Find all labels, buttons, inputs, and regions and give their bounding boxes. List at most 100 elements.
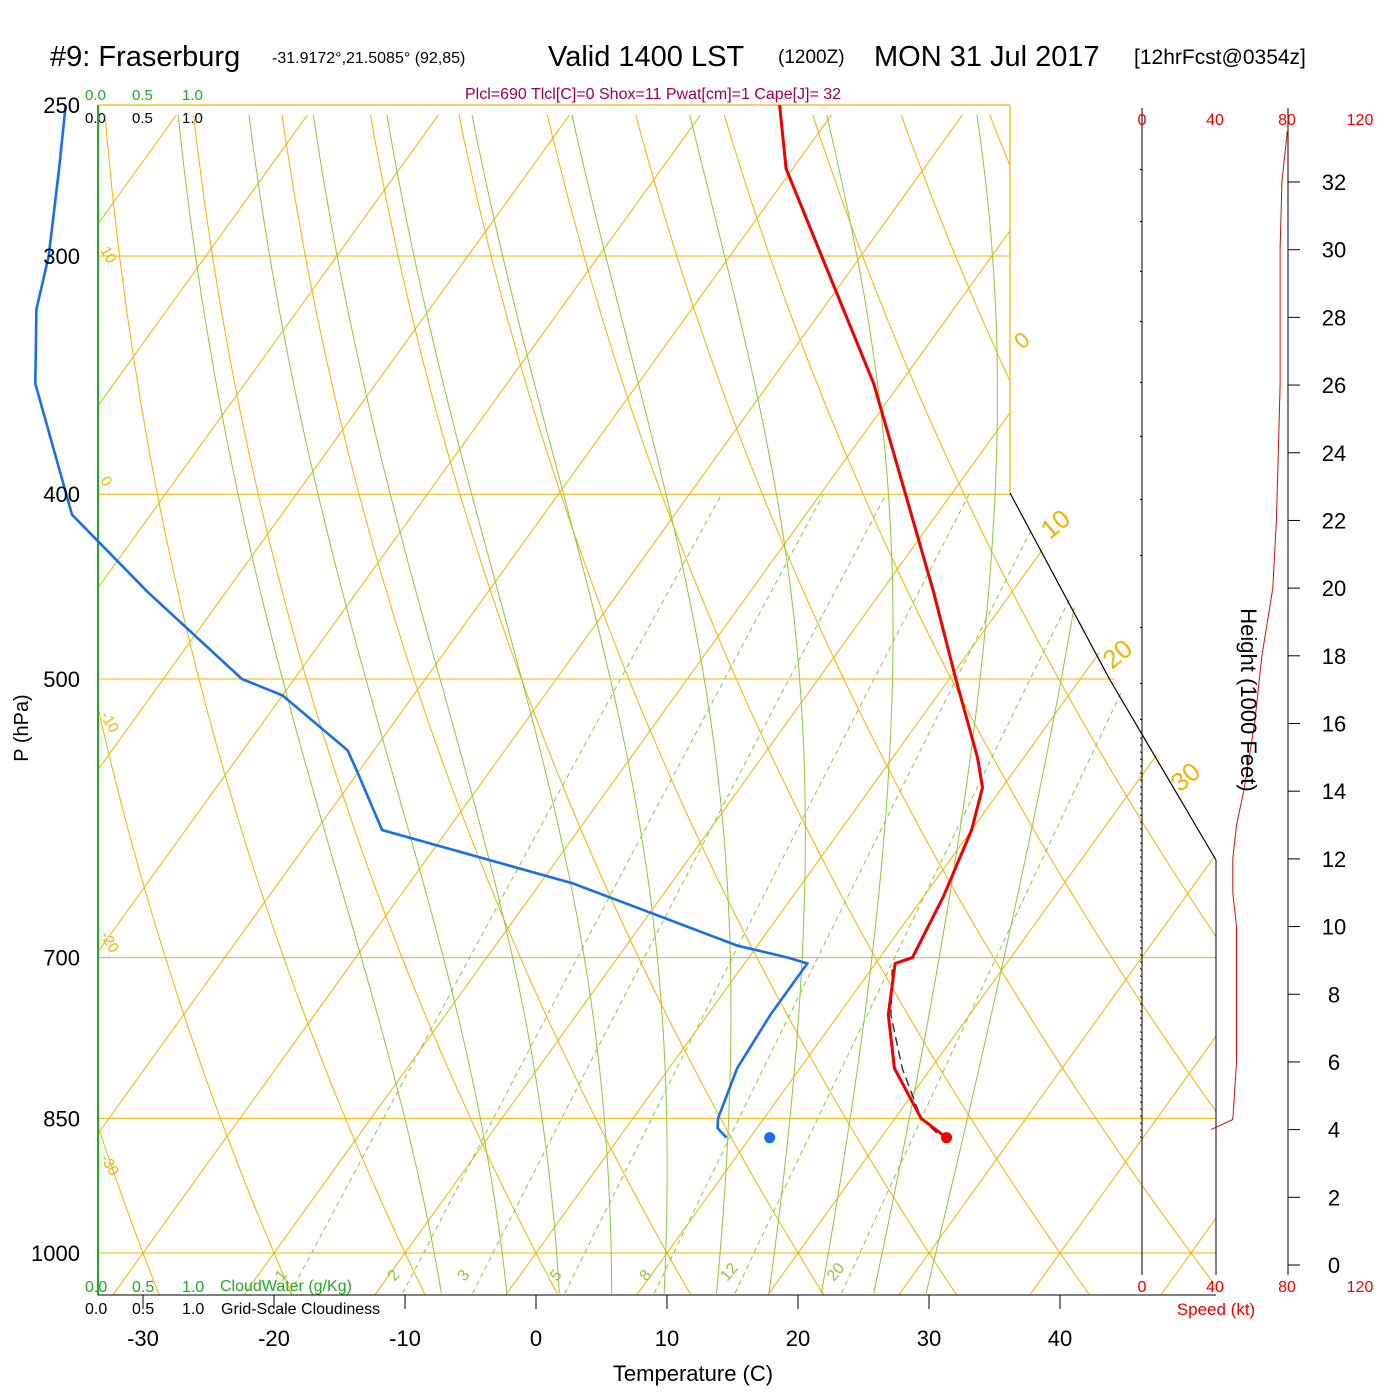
wind-barb-feather: [1113, 1099, 1118, 1111]
wind-barb-staff: [1140, 1101, 1143, 1104]
wind-barb: [1113, 1071, 1143, 1104]
dry-adiabat-line: [188, 115, 579, 1295]
wind-barb-feather: [1109, 294, 1111, 308]
wind-barb-pennant: [1097, 140, 1105, 154]
wind-barb-feather: [1113, 833, 1118, 845]
wind-barb: [1105, 690, 1143, 721]
wind-barb-staff: [1140, 996, 1143, 999]
wind-barb-pennant: [1097, 407, 1105, 421]
wind-barb-feather: [1113, 980, 1118, 992]
moist-adiabat-line: [173, 115, 442, 1294]
cloudwater-tick: 0.0: [85, 1279, 107, 1296]
wind-barb-staff: [1140, 168, 1143, 171]
wind-barb-staff: [1140, 912, 1143, 915]
speed-scale-bottom: 0 40 80 120 Speed (kt): [1138, 1279, 1374, 1319]
height-tick-label: 20: [1322, 576, 1346, 601]
dry-adiabat-line: [275, 115, 714, 1295]
wind-barb-feather: [1113, 1008, 1118, 1020]
wind-barb-pennant: [1097, 242, 1105, 256]
wind-barb-feather: [1113, 728, 1118, 740]
wind-barb-feather: [1113, 854, 1118, 866]
wind-barb: [1097, 353, 1143, 384]
isotherm-label: -10: [97, 709, 123, 736]
wind-barb-feather: [1113, 1001, 1118, 1013]
wind-barb: [1140, 926, 1143, 929]
dry-adiabat-line: [798, 115, 1216, 1295]
wind-barb: [1140, 779, 1143, 782]
wind-barb-staff: [1140, 1080, 1143, 1083]
wind-barb: [1140, 793, 1143, 796]
isotherm-line: [478, 115, 1216, 1295]
isotherm-label: 10: [1035, 503, 1076, 545]
wind-barb-staff: [1140, 786, 1143, 789]
wind-barb: [1140, 1094, 1143, 1097]
moist-adiabat-line: [816, 115, 894, 1294]
wind-barb-pennant: [1097, 353, 1105, 367]
wind-barb-staff: [1140, 381, 1143, 384]
mixing-ratio-label: 5: [547, 1267, 566, 1285]
cloudwater-tick: 0.5: [132, 1279, 154, 1296]
speed-tick: 120: [1347, 1279, 1374, 1296]
pressure-tick-label: 850: [43, 1106, 80, 1131]
wind-barb-feather: [1113, 847, 1118, 859]
wind-barb: [1113, 1008, 1143, 1041]
wind-barb-pennant: [1097, 470, 1105, 484]
wind-barb-feather: [1113, 938, 1118, 950]
cloudwater-tick: 0.0: [85, 87, 106, 104]
wind-barb-staff: [1140, 884, 1143, 887]
wind-barb-feather: [1105, 690, 1107, 704]
cloudiness-tick: 0.0: [85, 110, 106, 127]
wind-barb-staff: [1140, 435, 1143, 438]
wind-barb-feather: [1113, 1071, 1118, 1083]
x-tick-label: 20: [786, 1326, 810, 1351]
wind-barb-staff: [1140, 1003, 1143, 1006]
isotherm-line: [98, 115, 995, 1295]
wind-barb-feather: [1113, 910, 1118, 922]
wind-barb: [1140, 744, 1143, 747]
wind-barb-feather: [1113, 296, 1115, 310]
wind-barb-feather: [1113, 861, 1118, 873]
cloudwater-tick: 1.0: [182, 1279, 204, 1296]
wind-barb-feather: [1113, 1036, 1118, 1048]
y-axis-label: P (hPa): [11, 694, 33, 761]
wind-barb-staff: [1140, 891, 1143, 894]
wind-barb: [1097, 526, 1143, 557]
wind-barb: [1113, 980, 1143, 1013]
isotherm-line: [347, 115, 1216, 1295]
wind-barb-feather: [1105, 407, 1107, 421]
wind-barb-feather: [1113, 756, 1118, 768]
height-tick-label: 32: [1322, 170, 1346, 195]
wind-barb-staff: [1140, 814, 1143, 817]
moist-adiabat-line: [243, 115, 508, 1294]
wind-barb: [1140, 1115, 1143, 1118]
wind-barb-staff: [1140, 498, 1143, 501]
wind-barb-feather: [1113, 1092, 1118, 1104]
dry-adiabat-line: [1146, 115, 1216, 1295]
wind-barb-feather: [1113, 882, 1118, 894]
speed-tick: 40: [1206, 112, 1224, 129]
wind-barb-pennant: [1097, 526, 1105, 540]
mixing-ratio-line: [564, 493, 970, 1294]
x-axis-label: Temperature (C): [613, 1361, 773, 1386]
wind-barb-feather: [1113, 924, 1118, 936]
wind-barb-staff: [1140, 835, 1143, 838]
wind-barb: [1140, 1045, 1143, 1048]
wind-barb-staff: [1140, 919, 1143, 922]
wind-barb-feather: [1113, 1106, 1118, 1118]
date-label: MON 31 Jul 2017: [874, 41, 1100, 73]
wind-barb-pennant: [1097, 292, 1105, 306]
wind-barb: [1140, 849, 1143, 852]
wind-barb: [1097, 140, 1143, 171]
wind-barb-staff: [1140, 898, 1143, 901]
wind-barb-staff: [1140, 793, 1143, 796]
dry-adiabat-line: [623, 115, 1216, 1295]
wind-barb: [1113, 1001, 1143, 1034]
mixing-ratio-label: 2: [385, 1267, 404, 1285]
wind-barb-staff: [1140, 1024, 1143, 1027]
wind-barb-staff: [1140, 1122, 1143, 1125]
wind-barb-feather: [1105, 242, 1107, 256]
pressure-tick-label: 1000: [31, 1241, 80, 1266]
wind-barb: [1113, 1106, 1143, 1139]
wind-barb-feather: [1113, 1078, 1118, 1090]
wind-barb-staff: [1140, 744, 1143, 747]
